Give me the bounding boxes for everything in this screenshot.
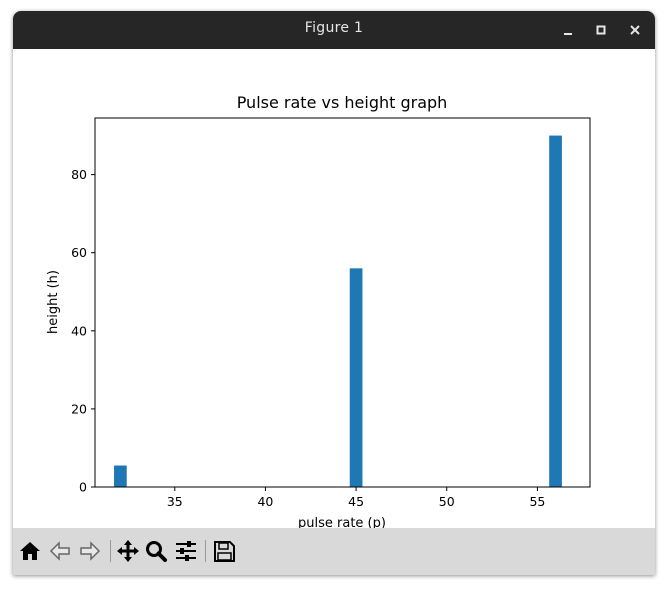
forward-arrow-icon: [80, 541, 101, 561]
minimize-icon: [564, 33, 572, 35]
toolbar-separator: [110, 540, 111, 562]
window-title: Figure 1: [304, 20, 364, 36]
save-icon: [214, 541, 235, 562]
x-tick-label: 55: [529, 494, 545, 509]
zoom-icon: [146, 541, 167, 562]
maximize-icon: [596, 25, 606, 35]
x-tick-label: 45: [348, 494, 364, 509]
axes-frame: [94, 117, 591, 488]
back-arrow-icon: [49, 541, 70, 561]
pan-icon: [117, 540, 139, 562]
figure-window: Figure 1 Pulse rate vs height graph 35 40…: [13, 11, 655, 575]
close-button[interactable]: [625, 20, 645, 40]
minimize-button[interactable]: [558, 20, 578, 40]
y-tick-label: 60: [71, 245, 87, 260]
maximize-button[interactable]: [591, 20, 611, 40]
configure-subplots-icon: [176, 541, 196, 561]
forward-button[interactable]: [77, 538, 103, 564]
chart-title: Pulse rate vs height graph: [237, 93, 448, 112]
y-tick-label: 0: [79, 480, 87, 495]
x-tick-label: 40: [257, 494, 273, 509]
y-tick-label: 80: [71, 167, 87, 182]
configure-subplots-button[interactable]: [173, 538, 199, 564]
bar: [349, 268, 363, 487]
x-tick-label: 50: [439, 494, 455, 509]
bar: [549, 135, 562, 488]
x-ticks: 35 40 45 50 55: [167, 487, 545, 509]
title-bar[interactable]: Figure 1: [13, 11, 655, 50]
home-button[interactable]: [17, 538, 43, 564]
toolbar-separator: [205, 540, 206, 562]
save-button[interactable]: [211, 538, 237, 564]
y-ticks: 0 20 40 60 80: [71, 167, 95, 495]
close-icon: [630, 25, 640, 35]
y-axis-label: height (h): [46, 270, 61, 334]
y-tick-label: 40: [71, 323, 87, 338]
back-button[interactable]: [47, 538, 73, 564]
x-tick-label: 35: [167, 494, 183, 509]
pan-button[interactable]: [115, 538, 141, 564]
navigation-toolbar: [13, 528, 655, 575]
zoom-button[interactable]: [143, 538, 169, 564]
home-icon: [20, 542, 40, 560]
bars-group: [114, 135, 562, 488]
y-tick-label: 20: [71, 401, 87, 416]
x-axis-label: pulse rate (p): [298, 516, 386, 528]
bar-chart: Pulse rate vs height graph 35 40 45 50 55 0 2…: [46, 93, 591, 531]
figure-canvas[interactable]: Pulse rate vs height graph 35 40 45 50 55 0 2…: [13, 49, 655, 531]
bar: [114, 465, 127, 487]
